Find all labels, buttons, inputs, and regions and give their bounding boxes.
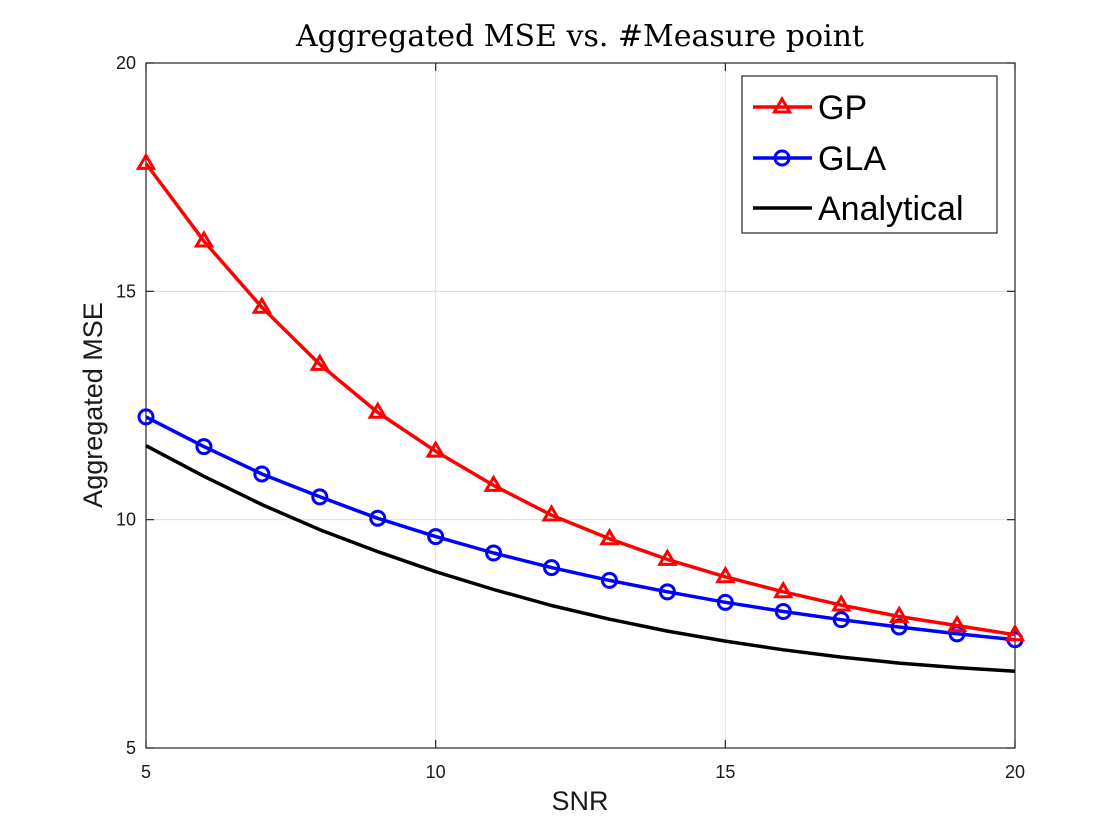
y-axis-label: Aggregated MSE — [78, 302, 108, 508]
data-point-gla — [774, 602, 792, 620]
data-point-gp — [888, 605, 910, 623]
series-layer — [135, 152, 1026, 674]
legend: GP GLA Analytical — [741, 75, 998, 234]
data-point-gla — [658, 583, 676, 601]
data-point-gp — [830, 594, 852, 612]
legend-entry-analytical: Analytical — [753, 190, 964, 228]
x-tick-label: 5 — [141, 762, 151, 782]
x-tick-label: 20 — [1005, 762, 1025, 782]
legend-marker-gla — [773, 149, 791, 167]
plot-area-frame — [145, 62, 1016, 749]
series-analytical — [145, 444, 1016, 674]
legend-entry-gp: GP — [753, 89, 867, 127]
data-point-gp — [715, 565, 736, 584]
series-gp — [135, 152, 1026, 642]
data-point-gla — [253, 465, 271, 483]
x-axis-label: SNR — [551, 786, 608, 816]
legend-label-gla: GLA — [818, 140, 886, 178]
data-point-gp — [135, 152, 157, 170]
y-tick-label: 15 — [116, 281, 136, 301]
y-tick-label: 5 — [126, 738, 136, 758]
y-tick-label: 20 — [116, 53, 136, 73]
data-point-gla — [543, 559, 561, 577]
data-point-gp — [599, 527, 620, 546]
series-line-gp — [144, 162, 1016, 637]
axis-ticks: 5 10 15 20 5 10 15 20 — [116, 53, 1025, 782]
data-point-gla — [195, 438, 213, 456]
data-point-gla — [369, 509, 387, 527]
data-point-gla — [485, 544, 503, 562]
data-point-gla — [427, 528, 445, 546]
data-point-gp — [1004, 623, 1026, 642]
data-point-gla — [832, 611, 850, 629]
data-point-gp — [367, 401, 388, 419]
data-point-gp — [541, 504, 562, 522]
x-tick-label: 15 — [715, 762, 735, 782]
data-point-gp — [657, 548, 678, 566]
data-point-gp — [425, 440, 446, 458]
data-point-gp — [309, 353, 331, 371]
series-line-gla — [145, 415, 1016, 642]
chart-title: Aggregated MSE vs. #Measure point — [295, 19, 864, 54]
data-point-gla — [137, 408, 155, 426]
data-point-gla — [716, 593, 734, 611]
data-point-gp — [483, 474, 504, 492]
data-point-gla — [600, 571, 618, 589]
legend-label-gp: GP — [818, 89, 867, 127]
series-line-analytical — [145, 444, 1016, 674]
x-tick-label: 10 — [426, 762, 446, 782]
y-tick-label: 10 — [116, 510, 136, 530]
legend-label-analytical: Analytical — [818, 190, 964, 228]
data-point-gp — [773, 580, 794, 599]
legend-marker-gp — [771, 96, 793, 114]
data-point-gp — [946, 614, 968, 633]
legend-entry-gla: GLA — [753, 140, 886, 178]
data-point-gp — [193, 230, 215, 248]
data-point-gp — [251, 296, 273, 314]
data-point-gla — [311, 488, 329, 506]
